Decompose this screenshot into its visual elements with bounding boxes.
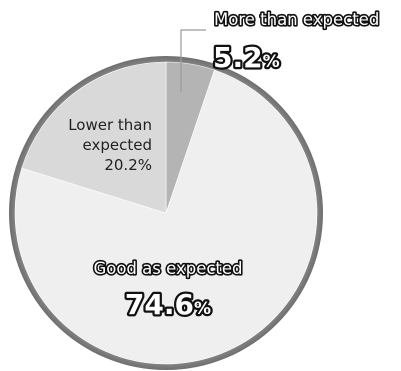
label-good-as-expected: Good as expected: [93, 259, 242, 278]
label-more-than-expected: More than expected: [214, 10, 379, 29]
leader-line: [180, 29, 206, 92]
value-unit: %: [194, 299, 211, 319]
value-good-as-expected: 74.6%: [125, 288, 211, 321]
label-lower-line-2: expected: [83, 136, 152, 154]
value-number: 74.6: [125, 288, 194, 321]
label-lower-line-1: Lower than: [68, 116, 152, 134]
pie-slice-2: [21, 61, 167, 214]
value-more-than-expected: 5.2%: [213, 41, 280, 74]
value-number: 5.2: [213, 41, 263, 74]
pie-slice-1: [14, 69, 318, 365]
value-unit: %: [263, 52, 280, 72]
value-lower-than-expected: 20.2%: [104, 156, 152, 174]
